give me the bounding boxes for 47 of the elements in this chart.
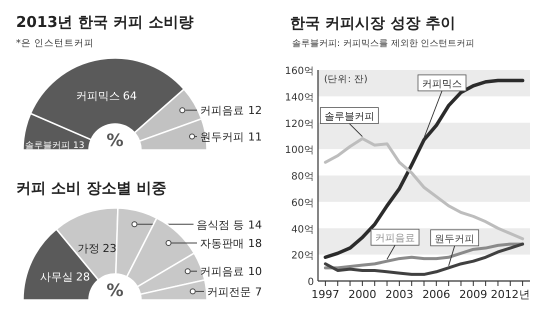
x-tick-label: 2003 <box>385 288 414 301</box>
slice-label: 커피믹스 <box>76 89 120 102</box>
slice-label: 커피전문 <box>207 285 251 298</box>
y-tick-label: 60억 <box>291 198 314 209</box>
chart-title: 2013년 한국 커피 소비량 <box>16 13 194 31</box>
data-label: 12 <box>248 104 262 118</box>
series-label: 커피음료 <box>375 233 416 244</box>
data-label: 28 <box>76 270 90 284</box>
slice-label: 커피음료 <box>200 265 244 278</box>
y-tick-label: 40억 <box>291 224 314 236</box>
slice-label: 솔루블커피 <box>25 141 70 151</box>
x-tick-label: 2012년 <box>490 288 530 301</box>
x-tick-label: 2009 <box>459 288 488 301</box>
series-label: 솔루블커피 <box>324 112 374 123</box>
slice-label: 가정 <box>78 242 100 255</box>
slice-label: 커피음료 <box>200 104 244 118</box>
chart-subtitle: 솔루블커피: 커피믹스를 제외한 인스턴트커피 <box>292 39 475 49</box>
y-tick-label: 160억 <box>284 66 314 77</box>
data-label: 18 <box>248 236 262 250</box>
y-tick-label: 80억 <box>291 172 314 182</box>
slice-label: 사무실 <box>40 270 74 284</box>
chart-title: 커피 소비 장소별 비중 <box>16 179 167 197</box>
chart-subtitle: *은 인스턴트커피 <box>16 38 94 49</box>
slice-label: 음식점 등 <box>196 218 244 232</box>
annotation: (단위: 잔) <box>324 74 368 85</box>
x-tick-label: 2000 <box>348 288 376 301</box>
data-label: 13 <box>73 141 84 151</box>
data-label: 10 <box>248 265 262 278</box>
x-tick-label: 1997 <box>311 288 340 301</box>
chart-title: 한국 커피시장 성장 추이 <box>290 14 456 32</box>
y-tick-label: 20억 <box>291 250 314 262</box>
slice-label: 자동판매 <box>200 236 244 250</box>
data-label: 64 <box>122 89 137 102</box>
x-tick-label: 2006 <box>422 288 450 301</box>
y-tick-label: 120억 <box>284 118 314 130</box>
text: % <box>106 131 124 151</box>
data-label: 14 <box>248 218 262 232</box>
y-tick-label: 140억 <box>284 92 314 104</box>
series-label: 커피믹스 <box>422 78 462 90</box>
data-label: 11 <box>248 130 262 144</box>
y-tick-label: 0 <box>308 277 314 288</box>
y-tick-label: 100억 <box>284 145 314 156</box>
slice-label: 원두커피 <box>200 130 244 144</box>
data-label: 23 <box>102 242 117 255</box>
text: % <box>106 281 124 301</box>
series-label: 원두커피 <box>434 234 475 245</box>
data-label: 7 <box>255 285 262 298</box>
